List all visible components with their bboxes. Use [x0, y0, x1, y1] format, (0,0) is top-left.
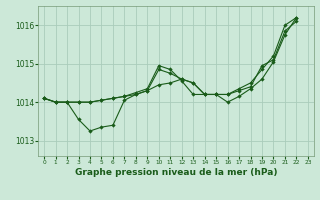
X-axis label: Graphe pression niveau de la mer (hPa): Graphe pression niveau de la mer (hPa) [75, 168, 277, 177]
